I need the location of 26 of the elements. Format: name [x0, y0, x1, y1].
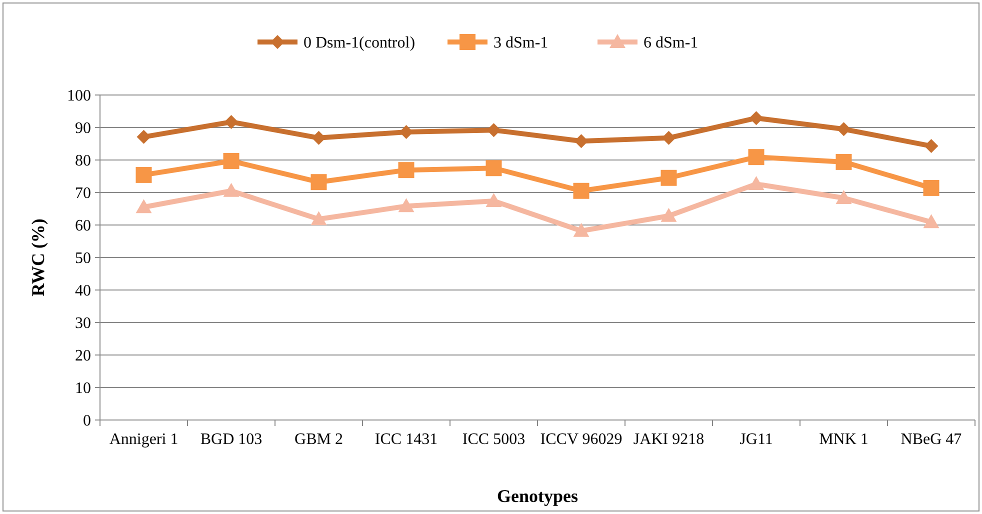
- x-tick-label: GBM 2: [294, 431, 343, 448]
- x-tick-label: ICC 5003: [462, 431, 526, 448]
- x-tick-label: MNK 1: [819, 431, 868, 448]
- y-axis-title: RWC (%): [28, 218, 48, 296]
- y-tick-label: 0: [83, 412, 91, 430]
- y-tick-label: 60: [75, 218, 91, 235]
- x-tick-label: Annigeri 1: [109, 431, 178, 448]
- y-tick-label: 80: [75, 152, 91, 170]
- x-tick-label: ICC 1431: [374, 431, 438, 448]
- y-tick-label: 50: [75, 250, 91, 268]
- x-tick-label: JG11: [740, 431, 773, 448]
- y-tick-label: 100: [67, 88, 91, 105]
- legend-label: 0 Dsm-1(control): [304, 34, 416, 52]
- x-axis-title: Genotypes: [497, 486, 578, 506]
- y-tick-label: 70: [75, 185, 91, 202]
- legend-label: 3 dSm-1: [494, 34, 548, 52]
- x-tick-label: JAKI 9218: [633, 431, 704, 448]
- y-tick-label: 90: [75, 120, 91, 138]
- x-tick-label: ICCV 96029: [540, 431, 622, 448]
- legend-label: 6 dSm-1: [644, 34, 698, 52]
- x-tick-label: BGD 103: [200, 431, 262, 448]
- y-tick-label: 20: [75, 348, 91, 365]
- y-tick-label: 30: [75, 315, 91, 332]
- y-tick-label: 40: [75, 282, 91, 300]
- x-tick-label: NBeG 47: [900, 431, 962, 448]
- y-tick-label: 10: [75, 380, 91, 398]
